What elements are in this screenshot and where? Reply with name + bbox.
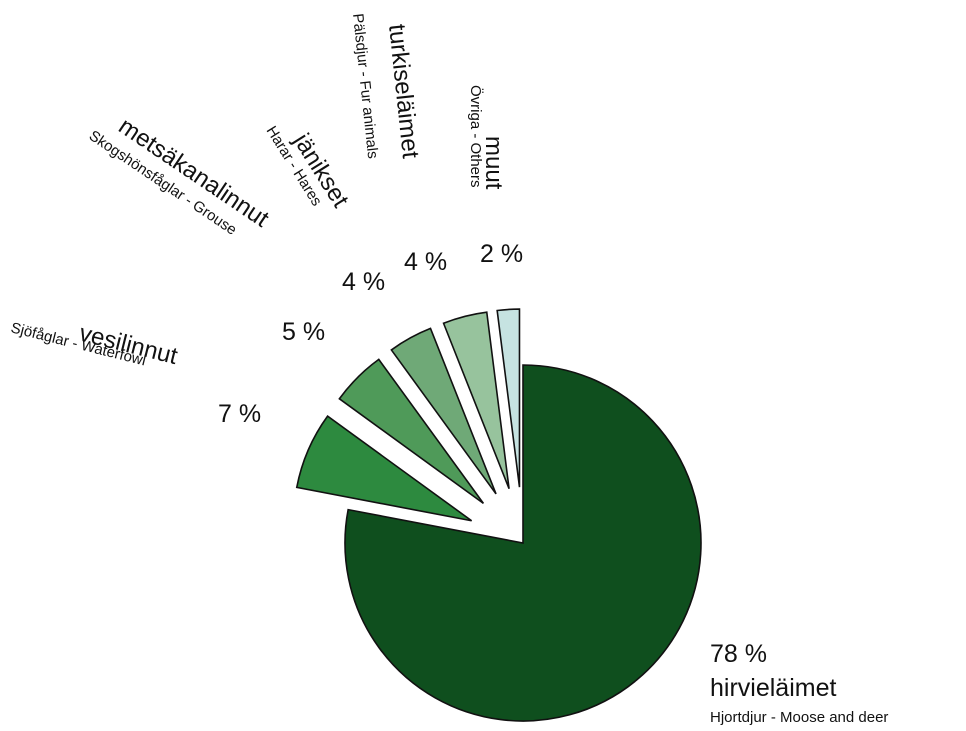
slice-value-label-vesilinnut: 7 % [218, 400, 261, 428]
slice-value-label-hirvielaimet: 78 % [710, 640, 767, 668]
slice-sublabel-turkiselaimet: Pälsdjur - Fur animals [349, 13, 381, 160]
slice-sublabel-hirvielaimet: Hjortdjur - Moose and deer [710, 709, 888, 726]
slice-label-muut: muut [480, 136, 507, 190]
slice-value-label-janikset: 4 % [342, 268, 385, 296]
pie-slice-janikset [390, 327, 497, 495]
pie-slice-muut [496, 308, 521, 488]
slice-label-hirvielaimet: hirvieläimet [710, 674, 836, 702]
pie-slice-turkiselaimet [442, 311, 510, 490]
pie-slice-vesilinnut [295, 415, 473, 522]
pie-slice-metsakanalinnut [338, 358, 485, 505]
pie-slices [295, 308, 702, 722]
slice-label-turkiselaimet: turkiseläimet [383, 23, 424, 160]
slice-value-label-muut: 2 % [480, 240, 523, 268]
slice-sublabel-muut: Övriga - Others [467, 85, 485, 188]
slice-value-label-metsakanalinnut: 5 % [282, 318, 325, 346]
pie-slice-hirvielaimet [344, 364, 702, 722]
slice-value-label-turkiselaimet: 4 % [404, 248, 447, 276]
